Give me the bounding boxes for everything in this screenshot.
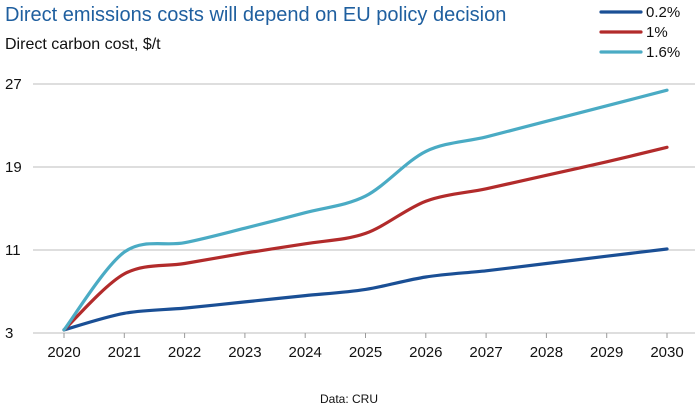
y-tick-label: 11 — [5, 242, 21, 259]
x-tick-label: 2021 — [108, 344, 141, 361]
data-point-0-2 — [183, 306, 186, 310]
data-point-1-2 — [183, 262, 186, 265]
x-tick-label: 2024 — [289, 344, 322, 361]
x-tick-label: 2027 — [469, 344, 502, 361]
series-line-2 — [62, 88, 669, 332]
x-tick-label: 2020 — [47, 344, 80, 361]
data-point-1-10 — [665, 146, 669, 149]
data-point-1-8 — [545, 174, 548, 177]
data-point-2-3 — [243, 227, 247, 230]
grid-lines — [33, 83, 695, 334]
source-note: Data: CRU — [319, 392, 378, 406]
x-tick-label: 2030 — [650, 344, 683, 361]
data-point-1-9 — [605, 160, 608, 164]
data-point-0-4 — [304, 294, 307, 297]
data-point-2-2 — [183, 241, 186, 244]
data-point-0-9 — [605, 255, 608, 258]
data-point-2-6 — [424, 150, 427, 153]
data-point-2-10 — [665, 89, 669, 92]
data-point-2-5 — [364, 194, 367, 198]
data-point-0-10 — [665, 247, 669, 251]
series-lines — [62, 88, 669, 332]
data-point-2-7 — [484, 135, 488, 139]
series-line-1 — [62, 145, 669, 332]
data-point-0-7 — [484, 269, 488, 272]
data-point-1-3 — [243, 251, 247, 255]
data-point-0-8 — [545, 262, 548, 265]
data-point-1-5 — [364, 232, 367, 235]
data-point-2-4 — [304, 211, 307, 214]
y-tick-label: 27 — [5, 76, 22, 93]
legend-label-2: 1.6% — [646, 44, 680, 61]
chart-subtitle: Direct carbon cost, $/t — [5, 36, 161, 53]
data-point-0-1 — [123, 312, 126, 315]
x-tick-label: 2029 — [590, 344, 623, 361]
data-point-0-6 — [424, 275, 427, 279]
data-point-1-4 — [304, 242, 307, 245]
data-point-2-0 — [62, 328, 66, 332]
data-point-0-5 — [364, 288, 367, 291]
y-tick-label: 19 — [5, 159, 22, 176]
data-point-1-7 — [484, 187, 488, 190]
x-tick-label: 2028 — [530, 344, 563, 361]
x-tick-label: 2025 — [349, 344, 382, 361]
legend: 0.2% 1% 1.6% — [599, 4, 680, 61]
data-point-2-1 — [123, 250, 126, 254]
x-tick-label: 2023 — [228, 344, 261, 361]
legend-label-0: 0.2% — [646, 4, 680, 21]
x-tick-label: 2026 — [409, 344, 442, 361]
data-point-2-9 — [605, 104, 608, 107]
legend-label-1: 1% — [646, 24, 668, 41]
x-tick-label: 2022 — [168, 344, 201, 361]
data-point-1-6 — [424, 200, 427, 203]
data-point-2-8 — [545, 120, 548, 123]
data-point-0-3 — [243, 300, 247, 304]
y-tick-label: 3 — [5, 325, 13, 342]
axes: 3 11 19 27 2020 2021 2022 2023 2024 2025 2026 2027 2… — [5, 76, 684, 361]
chart-title: Direct emissions costs will depend on EU… — [5, 4, 507, 26]
data-point-1-1 — [123, 272, 126, 276]
